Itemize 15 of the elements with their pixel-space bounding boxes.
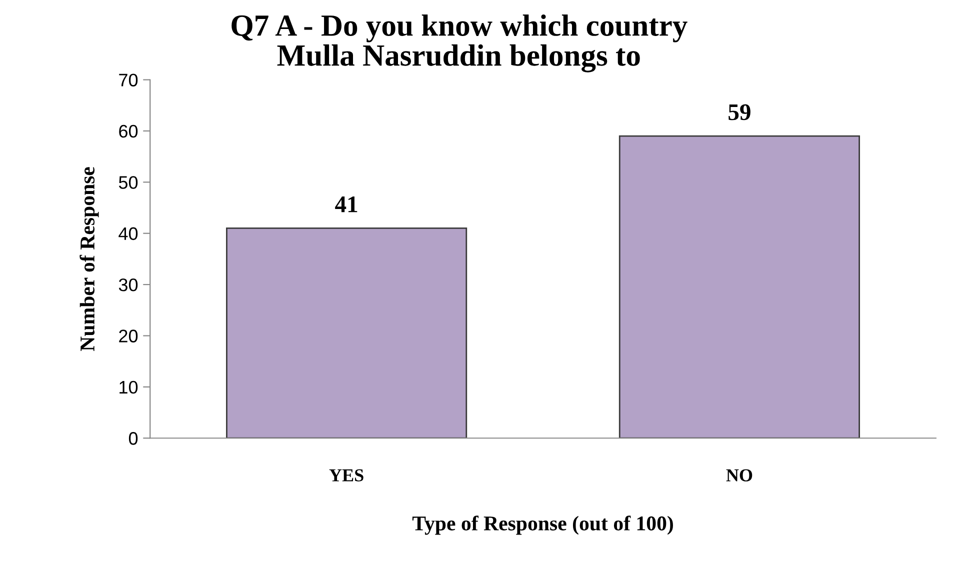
y-tick-label: 20 xyxy=(119,330,138,342)
x-axis-title: Type of Response (out of 100) xyxy=(412,516,673,535)
y-tick-label: 40 xyxy=(118,227,138,240)
x-tick-label: YES xyxy=(329,469,364,482)
y-tick-label: 50 xyxy=(118,176,138,189)
y-tick-label: 30 xyxy=(118,278,138,292)
y-tick-label: 70 xyxy=(119,74,138,86)
y-tick-label: 60 xyxy=(119,124,138,138)
x-tick-label: NO xyxy=(726,469,752,482)
y-tick-label: 0 xyxy=(128,432,138,445)
data-label: 59 xyxy=(728,104,750,120)
y-tick-label: 10 xyxy=(120,380,138,394)
data-label: 41 xyxy=(335,196,358,212)
chart-title: Q7 A - Do you know which country Mulla Nasruddin belongs to xyxy=(232,14,688,72)
y-axis-title: Number of Response xyxy=(80,167,99,351)
